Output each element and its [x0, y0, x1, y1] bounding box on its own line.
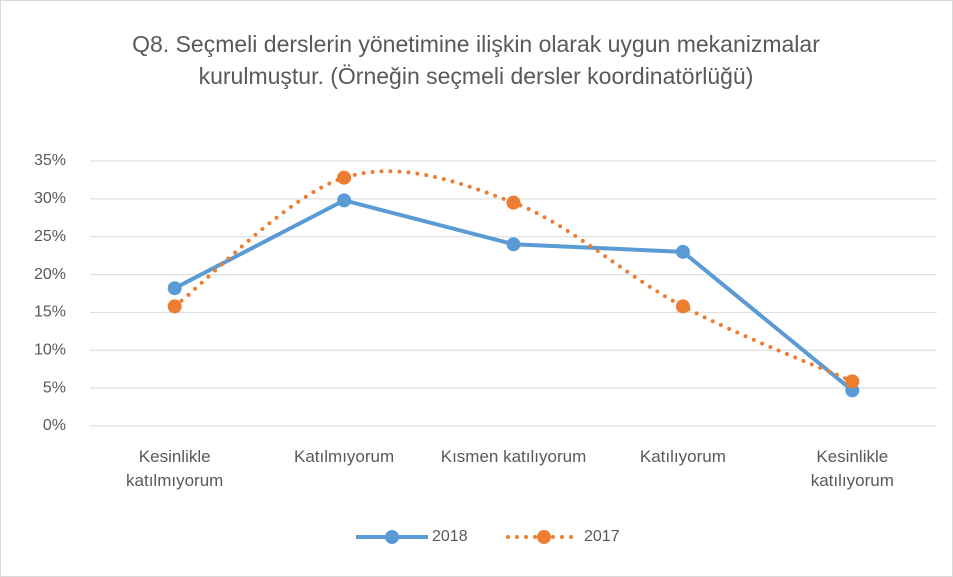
legend-item: 2018 — [356, 528, 468, 545]
chart-title: Q8. Seçmeli derslerin yönetimine ilişkin… — [132, 31, 820, 89]
data-point — [845, 374, 860, 389]
y-tick-label: 20% — [34, 266, 66, 283]
data-point — [675, 299, 690, 314]
data-point — [506, 237, 521, 252]
y-tick-label: 15% — [34, 304, 66, 321]
x-tick-label: Katılıyorum — [639, 447, 726, 466]
y-tick-label: 35% — [34, 152, 66, 169]
data-point — [506, 195, 521, 210]
legend-marker — [537, 530, 551, 544]
y-tick-label: 10% — [34, 342, 66, 359]
y-tick-label: 30% — [34, 190, 66, 207]
legend-label: 2018 — [432, 528, 468, 545]
legend-item: 2017 — [506, 528, 620, 545]
x-tick-label: Kesinlikle katılmıyorum — [126, 447, 224, 490]
y-tick-label: 0% — [43, 417, 66, 434]
x-tick-label: Kısmen katılıyorum — [440, 447, 587, 466]
y-tick-label: 5% — [43, 379, 66, 396]
data-point — [167, 299, 182, 314]
y-tick-label: 25% — [34, 228, 66, 245]
legend-marker — [385, 530, 399, 544]
data-point — [675, 244, 690, 259]
legend-label: 2017 — [584, 528, 620, 545]
data-point — [167, 281, 182, 296]
x-tick-label: Kesinlikle katılıyorum — [810, 447, 894, 490]
data-point — [337, 193, 352, 208]
data-point — [337, 170, 352, 185]
x-tick-label: Katılmıyorum — [294, 447, 395, 466]
